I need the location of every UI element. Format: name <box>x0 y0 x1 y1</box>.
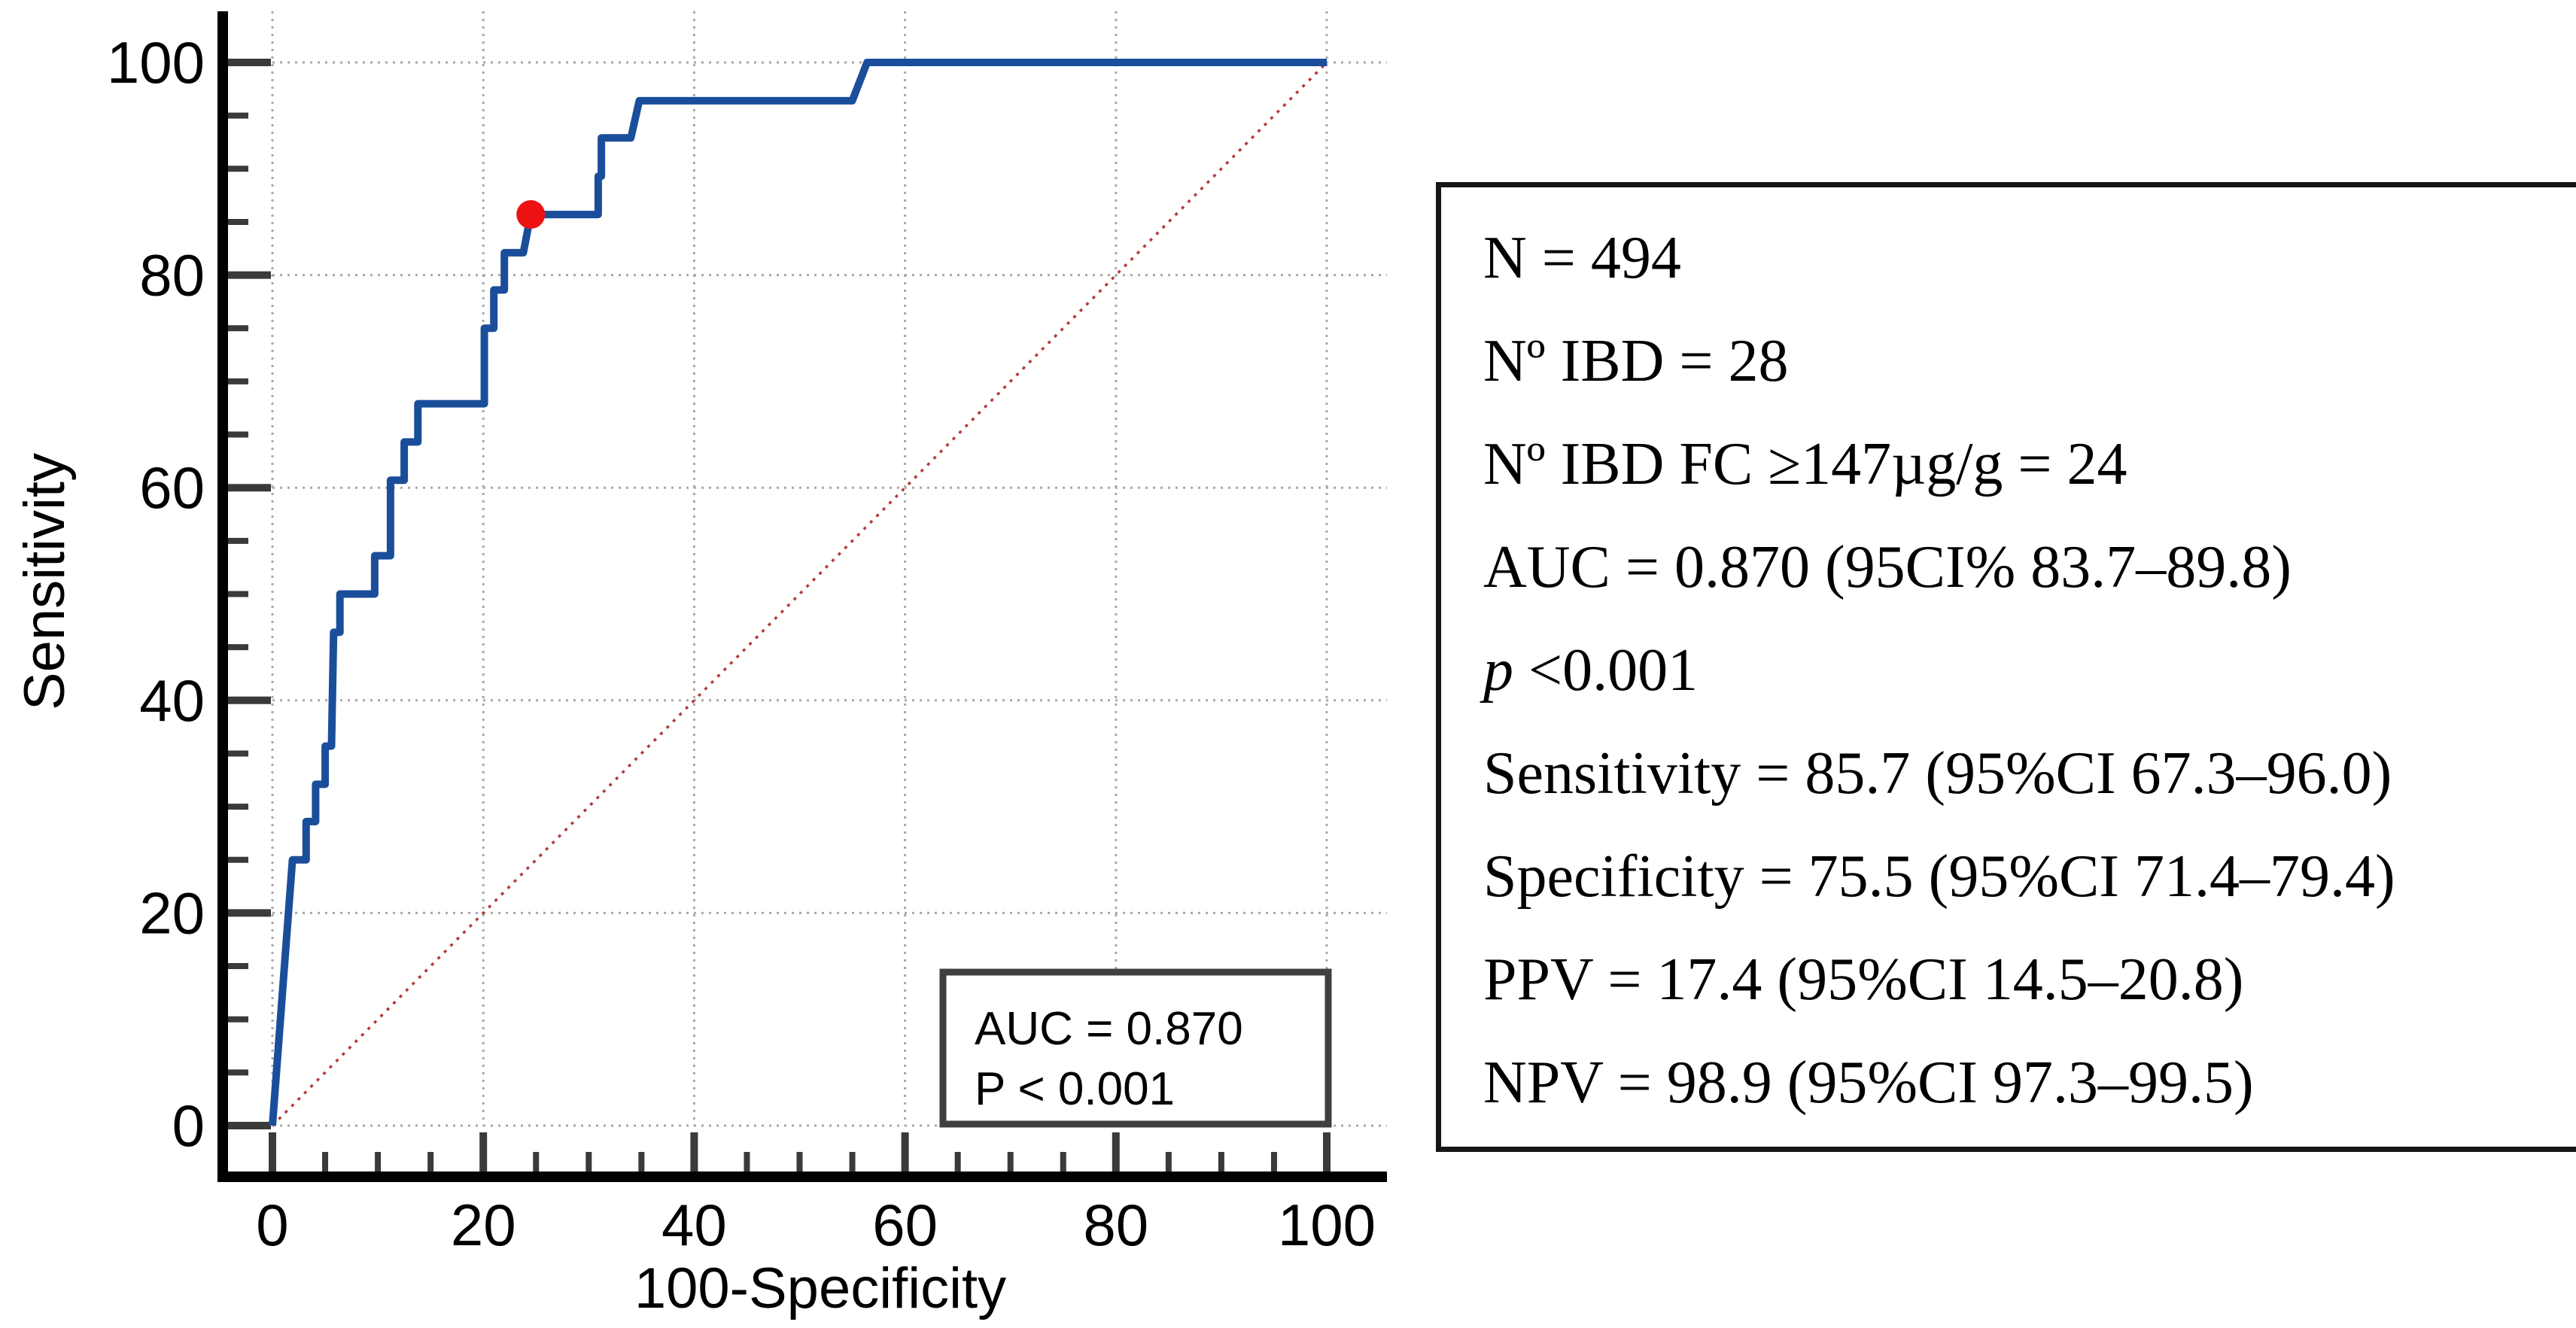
reference-diagonal-line <box>271 61 1328 1127</box>
roc-plot: 0 20 40 60 80 100 0 20 40 60 80 100 Sensitivity 100-S… <box>13 11 1387 1320</box>
stat-line: Specificity = 75.5 (95%CI 71.4–79.4) <box>1483 843 2395 910</box>
statistics-panel: N = 494 Nº IBD = 28 Nº IBD FC ≥147µg/g = 2… <box>1436 182 2576 1152</box>
y-tick-label: 80 <box>139 242 205 308</box>
stat-line: NPV = 98.9 (95%CI 97.3–99.5) <box>1483 1050 2254 1116</box>
stat-line: N = 494 <box>1483 225 1681 291</box>
stat-line: p <0.001 <box>1483 637 1699 704</box>
y-tick-label: 40 <box>139 667 205 734</box>
x-tick-label: 20 <box>451 1192 516 1258</box>
stat-line: Nº IBD = 28 <box>1483 328 1789 394</box>
y-tick-label: 100 <box>107 29 205 96</box>
y-axis-title: Sensitivity <box>13 453 77 710</box>
stat-line: Sensitivity = 85.7 (95%CI 67.3–96.0) <box>1483 740 2392 807</box>
stat-line: Nº IBD FC ≥147µg/g = 24 <box>1483 431 2127 497</box>
x-axis-title: 100-Specificity <box>634 1257 1006 1320</box>
auc-annotation-line: AUC = 0.870 <box>975 1003 1243 1055</box>
stat-line: PPV = 17.4 (95%CI 14.5–20.8) <box>1483 947 2244 1013</box>
operating-point-marker <box>516 200 546 229</box>
stat-line: AUC = 0.870 (95CI% 83.7–89.8) <box>1483 534 2292 600</box>
x-tick-label: 60 <box>872 1192 938 1258</box>
y-axis-spine <box>217 11 228 1182</box>
x-tick-label: 0 <box>256 1192 288 1258</box>
auc-annotation-box <box>939 968 1332 1128</box>
x-tick-label: 80 <box>1083 1192 1148 1258</box>
y-tick-label: 20 <box>139 880 205 946</box>
stat-line-italic-lead: p <box>1483 637 1513 704</box>
y-tick-label: 0 <box>172 1092 205 1159</box>
x-tick-label: 40 <box>661 1192 727 1258</box>
x-axis-spine <box>217 1171 1387 1182</box>
auc-annotation-line: P < 0.001 <box>975 1063 1175 1115</box>
roc-curve <box>269 59 1327 1126</box>
x-tick-label: 100 <box>1278 1192 1376 1258</box>
y-tick-label: 60 <box>139 454 205 521</box>
